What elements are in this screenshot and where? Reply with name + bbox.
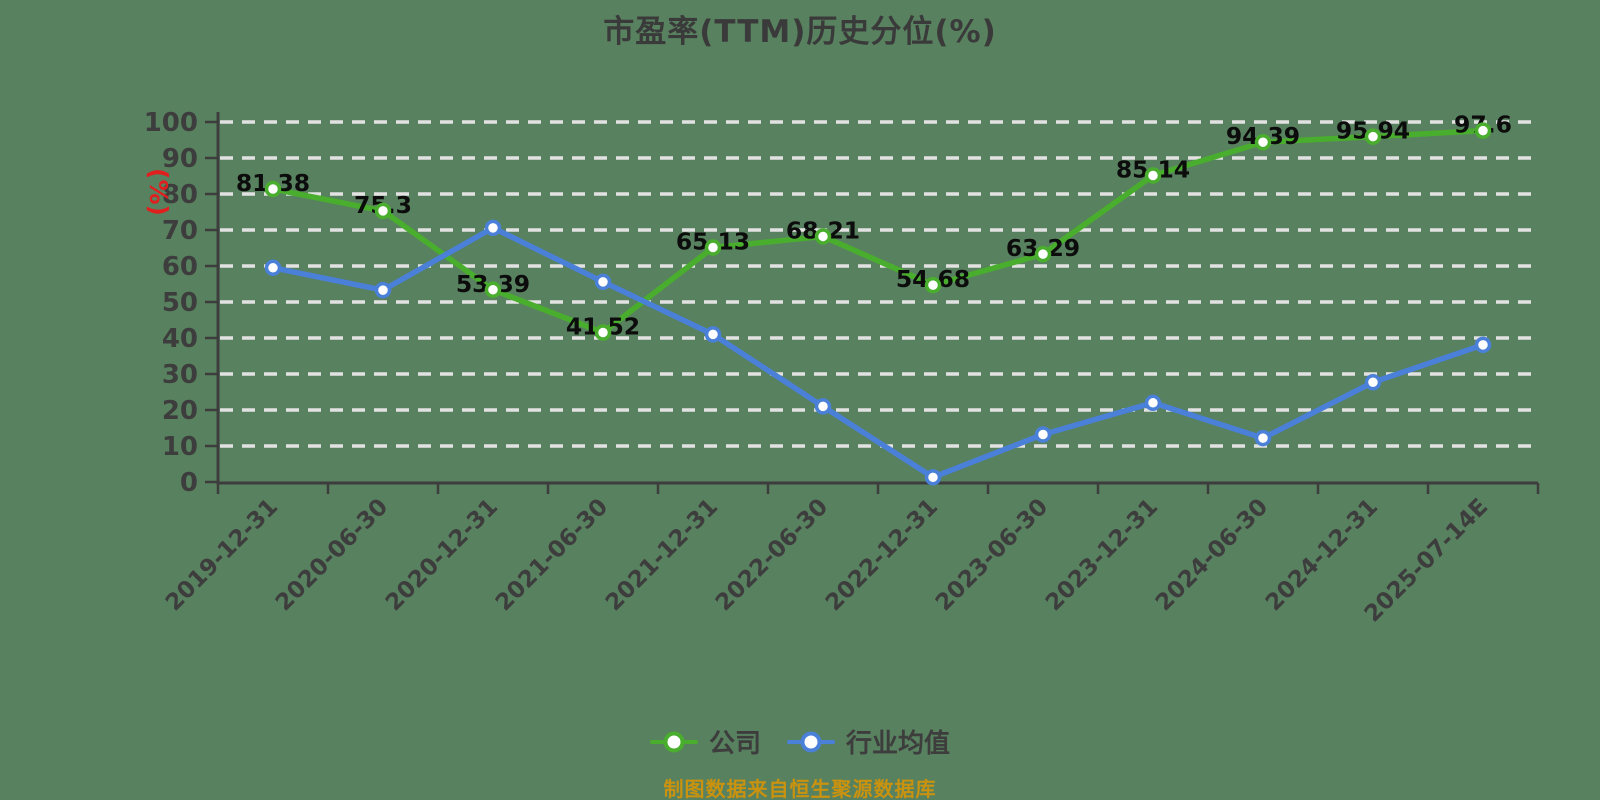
company-data-point[interactable]: [1474, 122, 1492, 139]
x-axis-tick-label: 2023-12-31: [1041, 494, 1163, 616]
x-axis-tick-label: 2020-12-31: [381, 494, 503, 616]
legend-label-company: 公司: [708, 729, 761, 759]
industry-data-point[interactable]: [484, 219, 502, 237]
x-axis-tick-label: 2021-06-30: [491, 494, 613, 616]
x-axis-tick-label: 2021-12-31: [601, 494, 723, 616]
industry-data-point[interactable]: [1364, 374, 1382, 391]
y-tick-labels: 0 10 20 30 40 50 60 70 80 90 100: [144, 108, 198, 498]
company-series-line: [270, 127, 1486, 336]
x-axis-tick-label: 2023-06-30: [931, 494, 1053, 616]
x-axis-tick-label: 2019-12-31: [161, 494, 283, 616]
y-axis-tick-label: 40: [162, 324, 198, 354]
company-data-point[interactable]: [1144, 167, 1162, 184]
x-axis-tick-label: 2022-06-30: [711, 494, 833, 616]
y-axis-tick-label: 10: [162, 432, 198, 462]
industry-data-point[interactable]: [924, 469, 942, 486]
x-axis-tick-label: 2020-06-30: [271, 494, 393, 616]
company-data-point[interactable]: [1254, 133, 1272, 151]
y-axis-tick-label: 90: [162, 144, 198, 174]
y-axis-name: (%): [144, 168, 173, 216]
company-data-point[interactable]: [924, 276, 942, 294]
legend: 公司 行业均值: [0, 723, 1600, 760]
company-data-point[interactable]: [704, 239, 722, 256]
industry-data-point[interactable]: [1254, 429, 1272, 447]
company-data-point[interactable]: [1364, 128, 1382, 145]
y-axis-tick-label: 20: [162, 396, 198, 426]
source-note: 制图数据来自恒生聚源数据库: [663, 777, 937, 800]
industry-data-point[interactable]: [1034, 426, 1052, 443]
company-data-labels: 81.3875.353.3941.5265.1368.2154.6863.298…: [236, 111, 1512, 341]
company-data-point[interactable]: [814, 228, 832, 245]
chart-title: 市盈率(TTM)历史分位(%): [603, 14, 997, 50]
x-axis-tick-label: 2022-12-31: [821, 494, 943, 616]
industry-data-point[interactable]: [814, 398, 832, 415]
industry-data-points: [264, 219, 1492, 486]
company-data-point[interactable]: [1034, 245, 1052, 263]
y-axis-tick-label: 70: [162, 216, 198, 246]
y-axis-tick-label: 100: [144, 108, 198, 138]
y-axis-tick-label: 0: [180, 468, 198, 498]
y-axis-tick-label: 30: [162, 360, 198, 390]
company-data-point[interactable]: [374, 202, 392, 220]
company-data-point[interactable]: [264, 180, 282, 198]
x-axis-tick-label: 2024-12-31: [1261, 494, 1383, 616]
y-axis-tick-label: 80: [162, 180, 198, 210]
company-data-point[interactable]: [594, 324, 612, 341]
company-legend-marker-icon: [649, 730, 698, 754]
company-data-points: [264, 122, 1492, 341]
industry-data-point[interactable]: [704, 326, 722, 343]
x-tick-labels: 2019-12-312020-06-302020-12-312021-06-30…: [161, 494, 1493, 628]
industry-data-point[interactable]: [1474, 336, 1492, 354]
industry-series-line: [270, 225, 1486, 481]
x-axis-tick-label: 2024-06-30: [1151, 494, 1273, 616]
y-axis-tick-label: 60: [162, 252, 198, 282]
legend-item-industry[interactable]: 行业均值: [787, 723, 950, 760]
company-data-point[interactable]: [484, 281, 502, 299]
y-axis-tick-label: 50: [162, 288, 198, 318]
industry-data-point[interactable]: [264, 259, 282, 277]
axes: [205, 112, 1540, 494]
industry-data-point[interactable]: [594, 273, 612, 291]
legend-label-industry: 行业均值: [846, 729, 951, 759]
industry-data-point[interactable]: [374, 281, 392, 299]
industry-data-point[interactable]: [1144, 394, 1162, 412]
industry-legend-marker-icon: [787, 730, 835, 754]
legend-item-company[interactable]: 公司: [649, 723, 761, 760]
